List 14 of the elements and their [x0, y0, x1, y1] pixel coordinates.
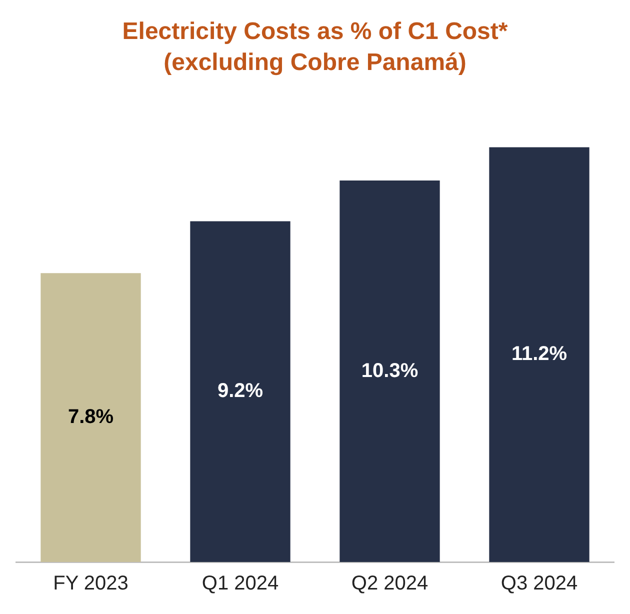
x-tick-label: Q2 2024	[351, 572, 428, 595]
chart-subtitle: (excluding Cobre Panamá)	[164, 48, 466, 76]
data-label: 11.2%	[511, 343, 568, 366]
x-tick-label: Q3 2024	[500, 572, 578, 595]
data-label: 10.3%	[361, 360, 418, 382]
bar	[340, 180, 440, 562]
chart-title: Electricity Costs as % of C1 Cost*	[122, 18, 508, 46]
data-label: 9.2%	[217, 380, 264, 402]
bar	[40, 273, 141, 562]
bar	[190, 221, 290, 562]
bar	[489, 147, 590, 562]
data-label: 7.8%	[68, 406, 114, 428]
x-tick-label: FY 2023	[53, 572, 128, 595]
x-tick-label: Q1 2024	[202, 572, 279, 595]
